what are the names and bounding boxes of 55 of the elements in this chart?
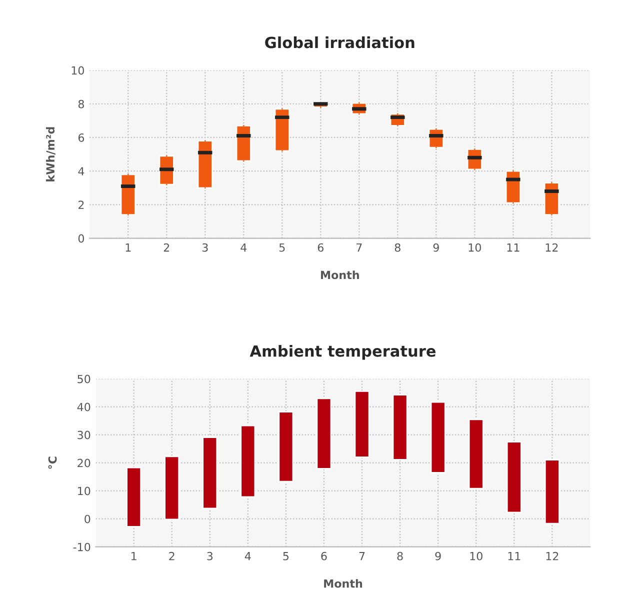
y-tick-label: 10 (72, 66, 84, 75)
x-tick-label: 4 (244, 552, 251, 560)
x-tick-label: 11 (508, 552, 520, 560)
x-tick-label: 3 (202, 243, 208, 252)
y-tick-label: 10 (78, 486, 90, 496)
y-tick-label: -10 (73, 542, 90, 552)
y-tick-label: 2 (78, 200, 84, 209)
chart-title: Ambient temperature (250, 344, 436, 360)
x-tick-label: 5 (279, 243, 285, 252)
y-axis-title: °C (48, 456, 57, 469)
x-axis-title: Month (324, 579, 362, 588)
x-tick-label: 9 (435, 552, 441, 560)
y-tick-label: 4 (78, 167, 84, 176)
y-tick-label: 8 (78, 100, 84, 108)
bar (544, 459, 560, 524)
bar (316, 398, 332, 470)
y-tick-label: 6 (78, 133, 84, 142)
x-tick-label: 1 (132, 552, 136, 560)
bar (202, 436, 218, 510)
x-tick-label: 6 (321, 552, 327, 560)
x-axis-title: Month (321, 270, 359, 280)
chart-title: Global irradiation (265, 36, 414, 48)
x-tick-label: 8 (397, 552, 403, 560)
x-tick-label: 4 (240, 243, 247, 252)
x-tick-label: 10 (470, 552, 482, 560)
y-tick-label: 30 (78, 430, 90, 440)
y-tick-label: 20 (78, 458, 90, 468)
bar (126, 466, 142, 528)
x-tick-label: 6 (318, 243, 324, 252)
bar (240, 424, 256, 498)
y-tick-label: 0 (84, 514, 90, 524)
x-tick-label: 12 (546, 552, 558, 560)
bar (430, 401, 446, 474)
bar (468, 418, 484, 490)
x-tick-label: 10 (468, 243, 482, 252)
bar (354, 390, 370, 458)
bar (506, 441, 522, 514)
x-tick-label: 5 (283, 552, 289, 560)
x-tick-label: 2 (164, 243, 170, 252)
bar (278, 411, 294, 482)
y-tick-label: 40 (77, 402, 90, 412)
x-tick-label: 11 (507, 243, 520, 252)
bar (392, 394, 408, 460)
y-axis-title: kWh/m²d (46, 127, 56, 182)
x-tick-label: 3 (207, 552, 213, 560)
x-tick-label: 8 (394, 243, 400, 252)
x-tick-label: 7 (359, 552, 365, 560)
x-tick-label: 1 (126, 243, 131, 252)
x-tick-label: 9 (433, 243, 439, 252)
y-tick-label: 0 (78, 234, 84, 243)
x-tick-label: 7 (356, 243, 362, 252)
bar (164, 456, 180, 520)
y-tick-label: 50 (78, 374, 90, 384)
x-tick-label: 12 (546, 243, 558, 252)
x-tick-label: 2 (169, 552, 174, 560)
